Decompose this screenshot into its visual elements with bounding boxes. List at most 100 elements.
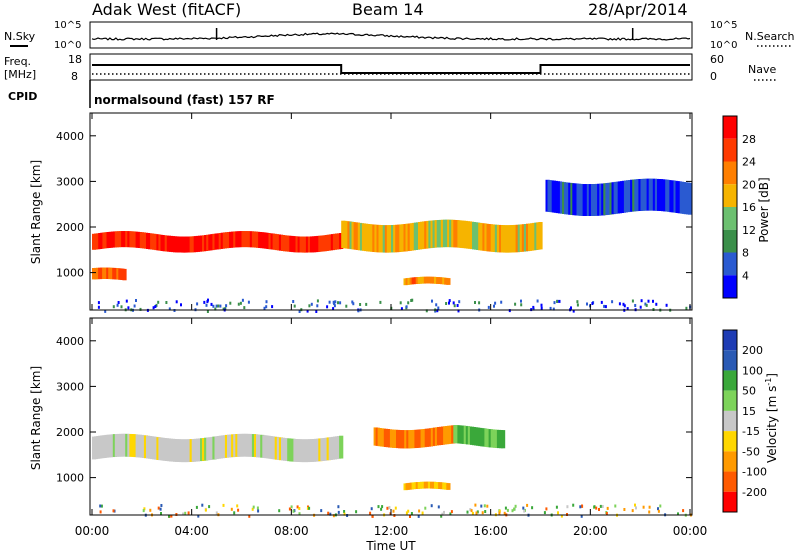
speckle	[417, 514, 420, 518]
data-cell	[661, 179, 666, 212]
data-cell	[193, 438, 198, 462]
speckle	[635, 506, 637, 510]
data-cell	[122, 268, 127, 281]
data-cell	[233, 434, 238, 457]
speckle	[557, 511, 559, 515]
colorbar-tick: 200	[742, 344, 763, 357]
speckle	[552, 307, 555, 311]
velocity-colorbar: 200 100 50 15 -15 -50 -100 -200	[722, 329, 767, 513]
speckle	[386, 506, 389, 510]
speckle	[435, 303, 438, 307]
colorbar-swatch	[723, 451, 737, 472]
speckle	[256, 506, 259, 510]
speckle	[522, 506, 525, 510]
data-cell	[110, 434, 115, 458]
speckle	[160, 512, 162, 515]
speckle	[579, 505, 582, 509]
x-axis-label: Time UT	[365, 539, 416, 553]
speckle	[399, 301, 402, 305]
noise-tick-top-right: 10^5	[710, 20, 737, 31]
station-title: Adak West (fitACF)	[92, 0, 241, 19]
noise-trace	[91, 28, 691, 41]
speckle	[316, 304, 319, 308]
speckle	[441, 512, 444, 516]
speckle	[104, 309, 107, 313]
speckle	[481, 511, 484, 515]
speckle	[394, 506, 397, 510]
speckle	[560, 514, 563, 518]
speckle	[450, 510, 453, 514]
speckle	[332, 307, 335, 311]
speckle	[157, 300, 160, 304]
noise-line	[91, 32, 691, 41]
speckle	[430, 504, 433, 508]
data-cell	[125, 433, 130, 457]
speckle	[379, 300, 382, 304]
speckle	[288, 507, 291, 511]
speckle	[187, 511, 190, 515]
data-cell	[137, 232, 142, 248]
speckle	[355, 510, 358, 514]
speckle	[298, 310, 301, 313]
speckle	[157, 506, 160, 510]
speckle	[168, 514, 170, 518]
speckle	[572, 309, 575, 313]
velocity-y-ticks: 1000 2000 3000 4000	[56, 335, 692, 485]
nave-tick-60: 60	[710, 53, 724, 66]
speckle	[448, 299, 451, 303]
colorbar-tick: 28	[742, 133, 756, 146]
power-colorbar: 4 8 12 16 20 24 28	[722, 115, 756, 299]
speckle	[339, 301, 342, 305]
power-panel-data	[92, 178, 693, 313]
speckle	[431, 299, 433, 303]
speckle	[508, 309, 511, 313]
speckle	[469, 508, 472, 512]
speckle	[184, 511, 187, 515]
speckle	[498, 509, 501, 513]
speckle	[278, 509, 281, 513]
speckle	[332, 300, 335, 304]
speckle	[310, 302, 313, 306]
velocity-panel	[89, 317, 693, 516]
speckle	[543, 511, 546, 515]
speckle	[626, 307, 629, 311]
speckle	[337, 301, 339, 305]
speckle	[576, 303, 579, 307]
colorbar-swatch	[723, 252, 737, 276]
speckle	[523, 509, 526, 513]
speckle	[357, 309, 360, 313]
speckle	[556, 299, 559, 303]
speckle	[405, 305, 408, 309]
speckle	[207, 298, 209, 302]
speckle	[388, 506, 391, 510]
y-tick-label: 4000	[56, 335, 84, 348]
speckle	[555, 505, 558, 509]
speckle	[241, 298, 244, 302]
velocity-y-label: Slant Range [km]	[29, 366, 43, 470]
speckle	[487, 305, 490, 309]
speckle	[603, 304, 606, 308]
noise-tick-bottom-right: 10^0	[710, 40, 737, 51]
data-cell	[233, 231, 238, 248]
speckle	[520, 303, 523, 307]
speckle	[298, 507, 301, 510]
speckle	[576, 300, 579, 304]
y-tick-label: 2000	[56, 426, 84, 439]
speckle	[306, 506, 309, 510]
speckle	[474, 301, 476, 304]
data-cell	[179, 439, 184, 463]
speckle	[599, 504, 602, 508]
data-cell	[630, 179, 635, 212]
data-cell	[549, 180, 554, 213]
data-cell	[110, 231, 115, 248]
speckle	[600, 300, 603, 304]
speckle	[511, 509, 514, 513]
speckle	[682, 509, 685, 513]
speckle	[570, 306, 572, 310]
speckle	[139, 307, 142, 311]
colorbar-tick: 100	[742, 364, 763, 377]
x-tick-label: 00:00	[75, 524, 110, 538]
data-cell	[206, 437, 211, 461]
speckle	[614, 504, 617, 508]
speckle	[247, 300, 250, 304]
